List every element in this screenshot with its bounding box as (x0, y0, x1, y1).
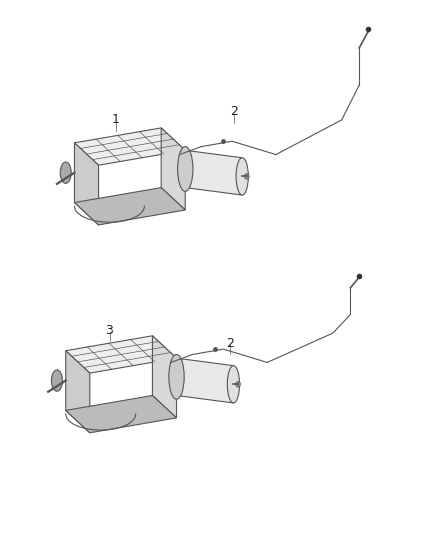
Ellipse shape (178, 147, 193, 191)
Polygon shape (74, 188, 185, 225)
Polygon shape (74, 143, 99, 225)
Text: 2: 2 (230, 106, 238, 118)
Polygon shape (177, 358, 233, 403)
Text: 2: 2 (226, 337, 234, 350)
Polygon shape (66, 351, 90, 433)
Text: 3: 3 (106, 324, 113, 337)
Polygon shape (66, 336, 177, 373)
Text: 1: 1 (112, 114, 120, 126)
Polygon shape (74, 128, 185, 165)
Ellipse shape (52, 370, 63, 391)
Circle shape (236, 381, 240, 387)
Polygon shape (66, 395, 177, 433)
Ellipse shape (236, 158, 248, 195)
Polygon shape (161, 128, 185, 210)
Ellipse shape (169, 354, 184, 399)
Polygon shape (185, 150, 242, 195)
Ellipse shape (60, 162, 71, 183)
Ellipse shape (227, 366, 240, 403)
Polygon shape (152, 336, 177, 418)
Circle shape (244, 173, 249, 180)
